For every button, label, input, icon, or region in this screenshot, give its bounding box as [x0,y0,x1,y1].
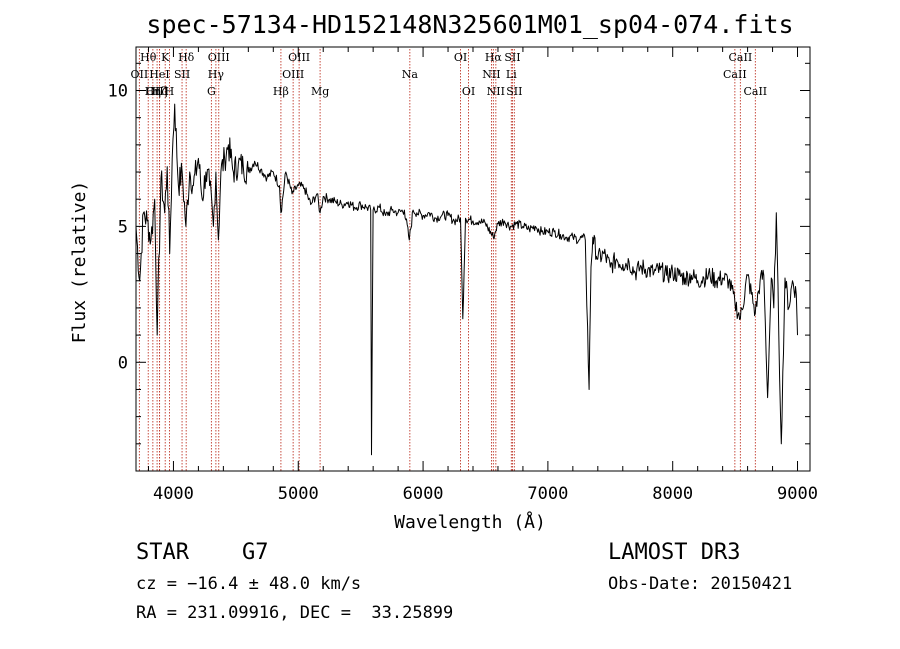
x-tick-label-4000: 4000 [153,484,194,504]
observation-date: Obs-Date: 20150421 [608,574,793,594]
line-label-2: OIII [146,85,168,98]
x-axis-label: Wavelength (Å) [394,511,546,533]
line-label-19: OI [462,85,475,98]
chart-title: spec-57134-HD152148N325601M01_sp04-074.f… [146,10,793,39]
y-tick-label-0: 0 [118,353,128,373]
line-label-28: CaII [743,85,767,98]
y-axis: 0 5 10 [108,62,810,472]
object-class: STAR [136,540,189,565]
x-tick-label-8000: 8000 [652,484,693,504]
spectrum-series [135,103,798,456]
line-label-10: OIII [208,51,230,64]
line-label-24: Li [506,68,517,81]
line-label-11: Hγ [208,68,225,81]
line-markers [138,49,756,471]
line-label-20: Hα [485,51,503,64]
line-label-21: NII [482,68,500,81]
line-label-18: OI [454,51,467,64]
line-label-5: HeI [149,68,169,81]
line-label-26: CaII [723,68,747,81]
line-label-9: Hδ [178,51,195,64]
line-label-0: Hθ [140,51,157,64]
line-label-25: SII [506,85,522,98]
line-label-1: OII [131,68,149,81]
line-label-6: K [161,51,170,64]
line-label-7: H [165,85,175,98]
line-label-12: G [207,85,216,98]
x-tick-label-5000: 5000 [278,484,319,504]
line-label-23: SII [504,51,520,64]
object-subclass: G7 [242,540,269,565]
line-label-8: SII [174,68,190,81]
x-tick-label-7000: 7000 [527,484,568,504]
line-label-17: Na [402,68,419,81]
y-tick-label-10: 10 [108,81,128,101]
redshift-readout: cz = −16.4 ± 48.0 km/s [136,574,362,594]
line-label-15: OIII [288,51,310,64]
x-tick-label-6000: 6000 [403,484,444,504]
line-label-22: NII [487,85,505,98]
line-label-13: Hβ [273,85,289,98]
line-label-3: Hζ [152,85,168,98]
x-tick-label-9000: 9000 [777,484,818,504]
line-label-14: OIII [282,68,304,81]
line-label-16: Mg [311,85,329,98]
line-label-4: Hη [145,85,161,98]
survey-name: LAMOST DR3 [608,540,741,565]
x-axis: 4000 5000 6000 7000 8000 9000 [147,47,818,504]
y-axis-label: Flux (relative) [69,181,90,344]
plot-frame [135,46,811,472]
ra-dec-readout: RA = 231.09916, DEC = 33.25899 [136,603,454,623]
line-label-27: CaII [729,51,753,64]
spectrum-line [135,103,798,456]
y-tick-label-5: 5 [118,217,128,237]
